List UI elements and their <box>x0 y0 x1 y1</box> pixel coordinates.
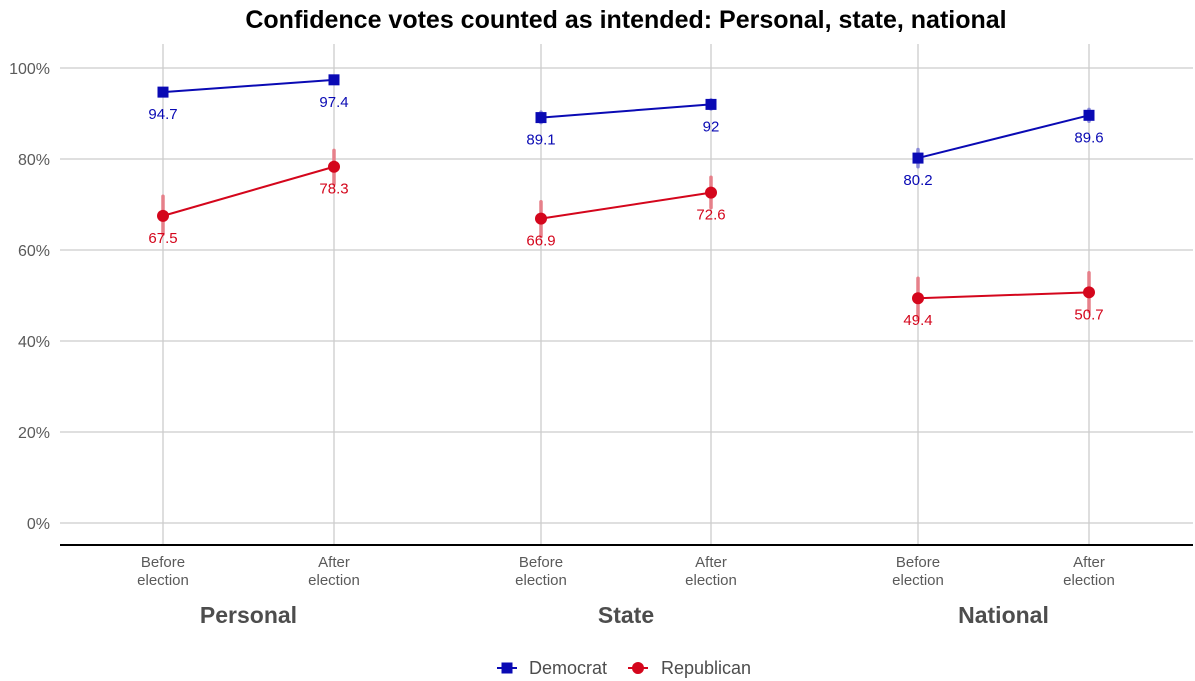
x-tick-label: Before election <box>515 554 567 589</box>
panel-label-national: National <box>958 602 1049 628</box>
series-layer: 94.7 97.4 67.5 78.3 89.1 92 66.9 72.6 80.2 89.6 49… <box>148 74 1104 329</box>
grid-layer <box>60 44 1193 545</box>
chart-title: Confidence votes counted as intended: Pe… <box>245 6 1006 34</box>
data-label: 49.4 <box>903 312 932 329</box>
legend-item-republican: Republican <box>628 658 751 678</box>
data-label: 89.6 <box>1074 129 1103 146</box>
data-point <box>535 112 547 124</box>
data-label: 66.9 <box>526 233 555 250</box>
data-point <box>912 152 924 164</box>
data-point <box>328 74 340 86</box>
series-democrat: 80.2 89.6 <box>903 107 1104 189</box>
data-point <box>328 160 340 173</box>
y-tick-label: 0% <box>27 516 50 533</box>
data-label: 67.5 <box>148 230 177 247</box>
data-label: 97.4 <box>319 94 348 111</box>
data-label: 80.2 <box>903 172 932 189</box>
data-point <box>1083 286 1095 299</box>
y-tick-label: 100% <box>9 61 50 78</box>
legend-circle-icon <box>632 662 644 674</box>
legend-label: Republican <box>661 658 751 678</box>
legend-item-democrat: Democrat <box>497 658 607 678</box>
series-line <box>162 165 335 217</box>
x-axis-ticks: Before election After election Before electio… <box>137 554 1115 589</box>
series-republican: 49.4 50.7 <box>903 271 1104 329</box>
series-line <box>540 191 712 220</box>
data-label: 72.6 <box>696 207 725 224</box>
data-label: 89.1 <box>526 132 555 149</box>
data-label: 78.3 <box>319 181 348 198</box>
y-tick-label: 60% <box>18 243 50 260</box>
x-tick-label: After election <box>1063 554 1115 589</box>
series-line <box>540 103 712 119</box>
x-tick-label: After election <box>685 554 737 589</box>
data-point <box>1083 109 1095 121</box>
data-point <box>535 212 547 225</box>
data-point <box>705 186 717 199</box>
y-axis-ticks: 0% 20% 40% 60% 80% 100% <box>9 61 50 533</box>
legend: Democrat Republican <box>497 658 751 678</box>
series-republican: 67.5 78.3 <box>148 148 349 247</box>
data-label: 92 <box>703 118 720 135</box>
x-tick-label: After election <box>308 554 360 589</box>
series-democrat: 89.1 92 <box>526 98 720 149</box>
series-democrat: 94.7 97.4 <box>148 74 349 123</box>
data-point <box>705 98 717 110</box>
x-tick-label: Before election <box>892 554 944 589</box>
series-line <box>917 114 1090 160</box>
series-line <box>162 78 335 94</box>
x-tick-label: Before election <box>137 554 189 589</box>
data-point <box>912 292 924 305</box>
series-line <box>917 291 1090 300</box>
legend-label: Democrat <box>529 658 607 678</box>
panel-labels: Personal State National <box>200 602 1049 628</box>
panel-label-personal: Personal <box>200 602 297 628</box>
y-tick-label: 20% <box>18 425 50 442</box>
legend-square-icon <box>501 662 513 674</box>
data-point <box>157 209 169 222</box>
y-tick-label: 80% <box>18 152 50 169</box>
y-tick-label: 40% <box>18 334 50 351</box>
data-label: 50.7 <box>1074 306 1103 323</box>
panel-label-state: State <box>598 602 654 628</box>
data-label: 94.7 <box>148 106 177 123</box>
data-point <box>157 86 169 98</box>
series-republican: 66.9 72.6 <box>526 175 726 250</box>
